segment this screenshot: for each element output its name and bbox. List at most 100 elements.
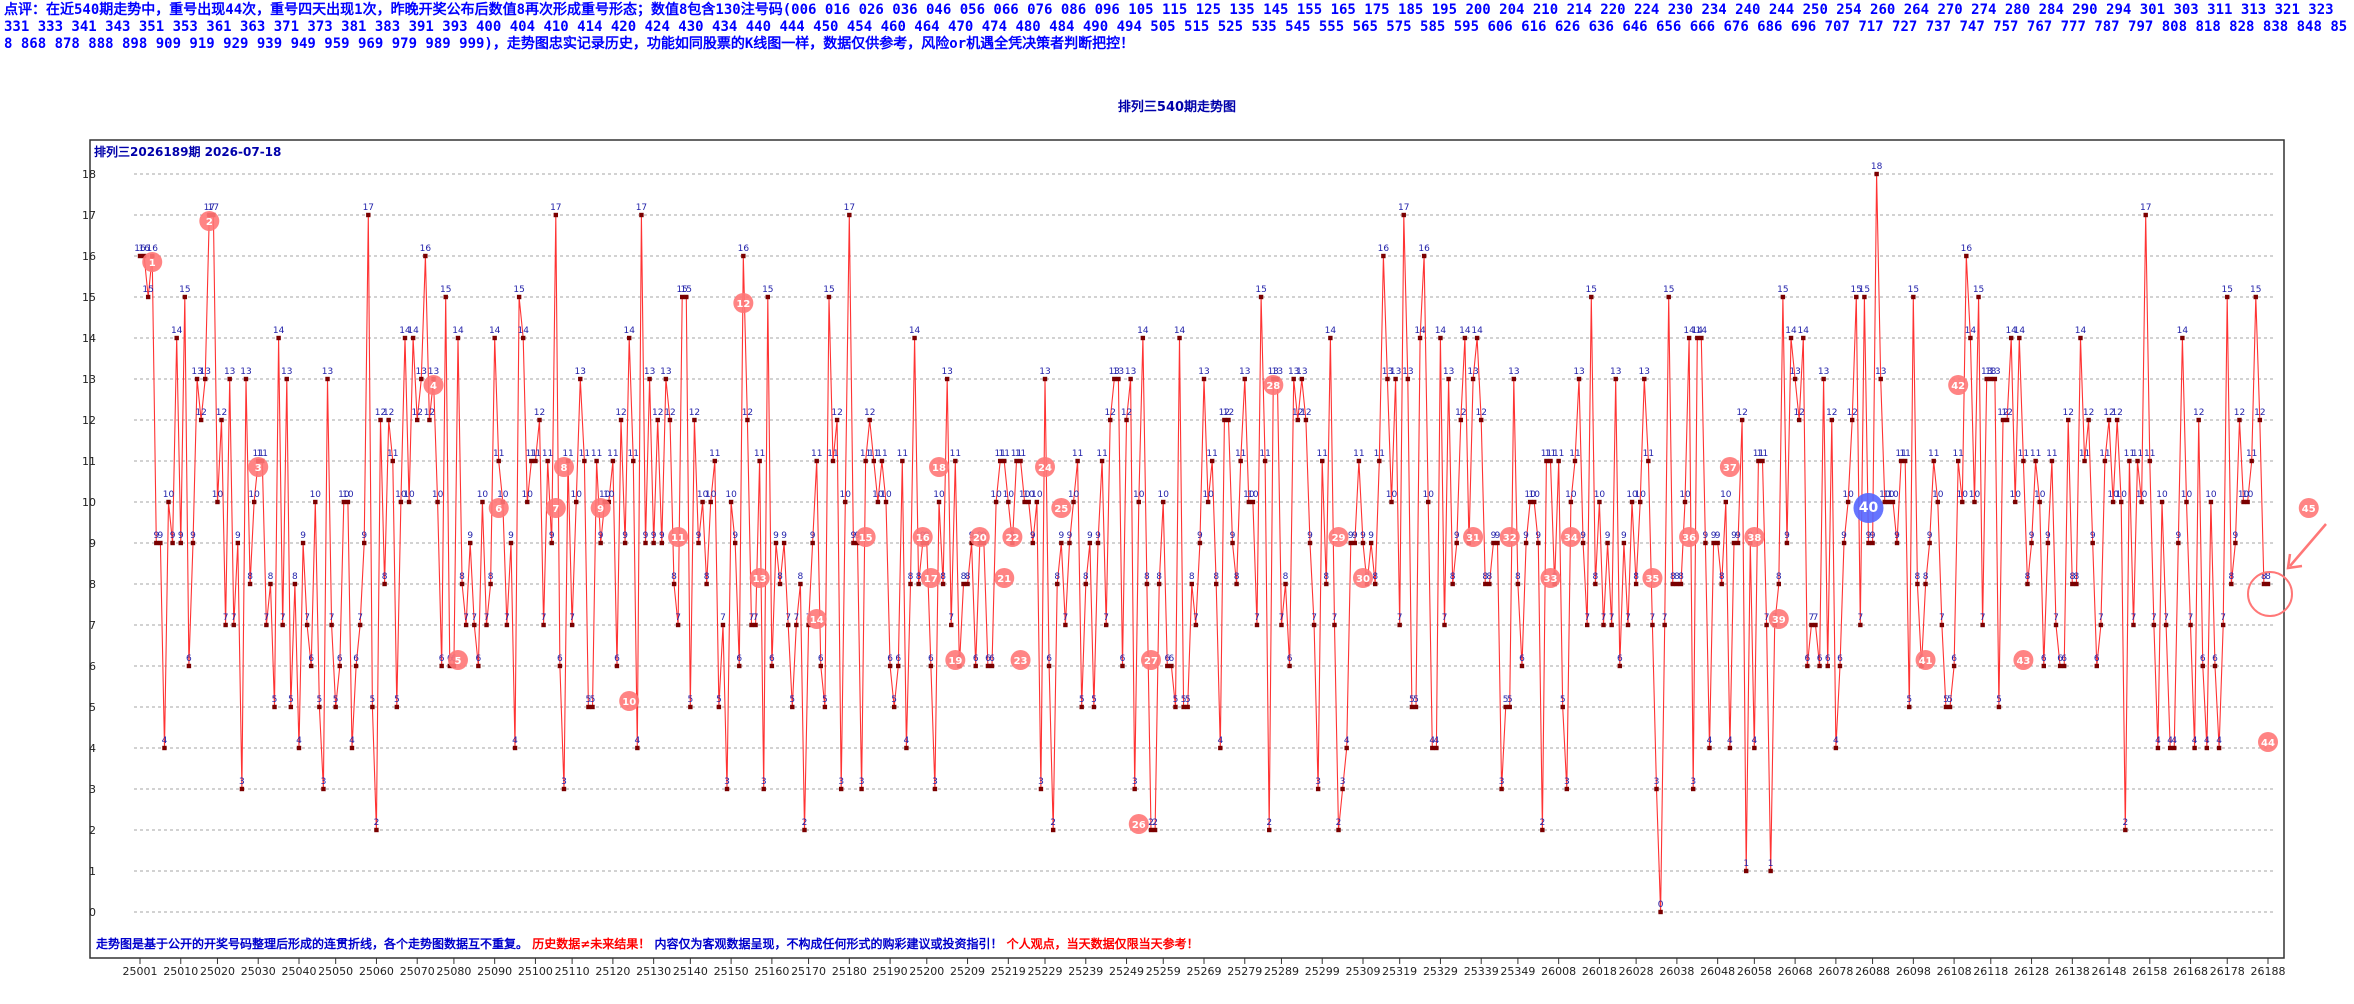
data-label: 3	[321, 777, 327, 787]
repeat-badge-circle	[1141, 650, 1162, 670]
data-point	[1690, 786, 1696, 792]
data-label: 10	[1932, 490, 1944, 500]
data-label: 7	[1397, 613, 1403, 623]
data-point	[1527, 499, 1533, 505]
data-label: 8	[1213, 572, 1219, 582]
data-point	[1059, 540, 1064, 546]
data-label: 6	[308, 654, 314, 664]
data-point	[280, 622, 285, 628]
data-label: 2	[1539, 818, 1545, 828]
data-label: 8	[908, 572, 914, 582]
data-label: 9	[810, 531, 816, 541]
data-label: 8	[1234, 572, 1240, 582]
data-label: 7	[2098, 613, 2104, 623]
data-point	[1955, 458, 1961, 464]
data-point	[1238, 458, 1243, 464]
data-point	[1344, 745, 1349, 751]
data-point	[1662, 622, 1667, 628]
data-point	[512, 745, 518, 751]
data-point	[1328, 335, 1333, 341]
y-tick-label: 4	[89, 742, 96, 755]
data-point	[325, 376, 330, 382]
data-point	[1470, 376, 1476, 382]
repeat-badge-circle	[749, 568, 770, 588]
y-tick-label: 3	[89, 783, 96, 796]
data-label: 7	[2053, 613, 2059, 623]
data-point	[353, 663, 359, 669]
data-label: 7	[1279, 613, 1285, 623]
data-label: 5	[370, 695, 376, 705]
data-label: 6	[614, 654, 620, 664]
repeat-badge-circle	[1853, 493, 1884, 523]
repeat-badge-circle	[142, 252, 163, 272]
repeat-badge-label: 39	[1772, 615, 1786, 626]
repeat-badge-label: 14	[810, 615, 824, 626]
data-point	[2127, 458, 2132, 464]
data-label: 13	[1239, 367, 1250, 377]
data-label: 13	[1573, 367, 1584, 377]
data-label: 6	[1617, 654, 1623, 664]
x-tick-label: 25229	[1028, 965, 1063, 978]
data-point	[1156, 581, 1162, 587]
data-point	[569, 622, 575, 628]
data-point	[2180, 335, 2185, 341]
repeat-badge-label: 16	[916, 533, 930, 544]
data-label: 12	[1105, 408, 1116, 418]
data-point	[631, 458, 636, 464]
data-point	[1658, 909, 1663, 915]
x-tick-label: 25020	[200, 965, 235, 978]
data-point	[2086, 417, 2091, 423]
data-label: 7	[1813, 613, 1819, 623]
data-label: 11	[1353, 449, 1364, 459]
data-label: 8	[1670, 572, 1676, 582]
data-point	[891, 704, 897, 710]
data-label: 5	[1906, 695, 1912, 705]
repeat-badge-label: 29	[1332, 533, 1346, 544]
x-axis: 25001 25010 25020 25030 25040 25050 25060 25070…	[123, 958, 2286, 978]
x-tick-label: 26108	[1937, 965, 1972, 978]
data-point	[883, 499, 889, 505]
data-label: 10	[1634, 490, 1646, 500]
data-label: 12	[2063, 408, 2074, 418]
data-point	[472, 622, 477, 628]
data-label: 13	[1390, 367, 1401, 377]
repeat-badge-circle	[1128, 814, 1149, 834]
data-point	[174, 335, 179, 341]
data-point	[1580, 540, 1586, 546]
data-label: 13	[660, 367, 671, 377]
data-label: 8	[1633, 572, 1639, 582]
data-label: 12	[534, 408, 545, 418]
data-point	[2151, 622, 2157, 628]
data-label: 9	[1621, 531, 1627, 541]
data-point	[1760, 458, 1765, 464]
data-point	[692, 417, 697, 423]
data-point	[1177, 335, 1182, 341]
data-label: 9	[2045, 531, 2051, 541]
repeat-badge-circle	[553, 457, 574, 477]
data-point	[1283, 581, 1288, 587]
data-point	[1495, 540, 1500, 546]
data-label: 7	[1193, 613, 1199, 623]
data-point	[309, 663, 314, 669]
x-tick-label: 25100	[518, 965, 553, 978]
data-point	[1503, 704, 1508, 710]
data-label: 4	[634, 736, 640, 746]
data-label: 15	[1586, 285, 1597, 295]
data-point	[1939, 622, 1945, 628]
repeat-badge-circle	[2013, 650, 2034, 670]
repeat-badge-circle	[545, 498, 566, 518]
data-label: 9	[158, 531, 164, 541]
repeat-badge-circle	[855, 527, 876, 547]
data-label: 4	[349, 736, 355, 746]
data-label: 5	[586, 695, 592, 705]
data-label: 15	[1255, 285, 1266, 295]
data-point	[215, 499, 220, 505]
data-point	[769, 663, 775, 669]
data-label: 15	[142, 285, 153, 295]
data-label: 8	[2261, 572, 2267, 582]
repeat-badge-circle	[1002, 527, 1023, 547]
footer-part2: 历史数据≠未来结果！	[532, 937, 651, 951]
data-label: 7	[1662, 613, 1668, 623]
data-label: 3	[1038, 777, 1044, 787]
data-point	[1148, 827, 1154, 833]
